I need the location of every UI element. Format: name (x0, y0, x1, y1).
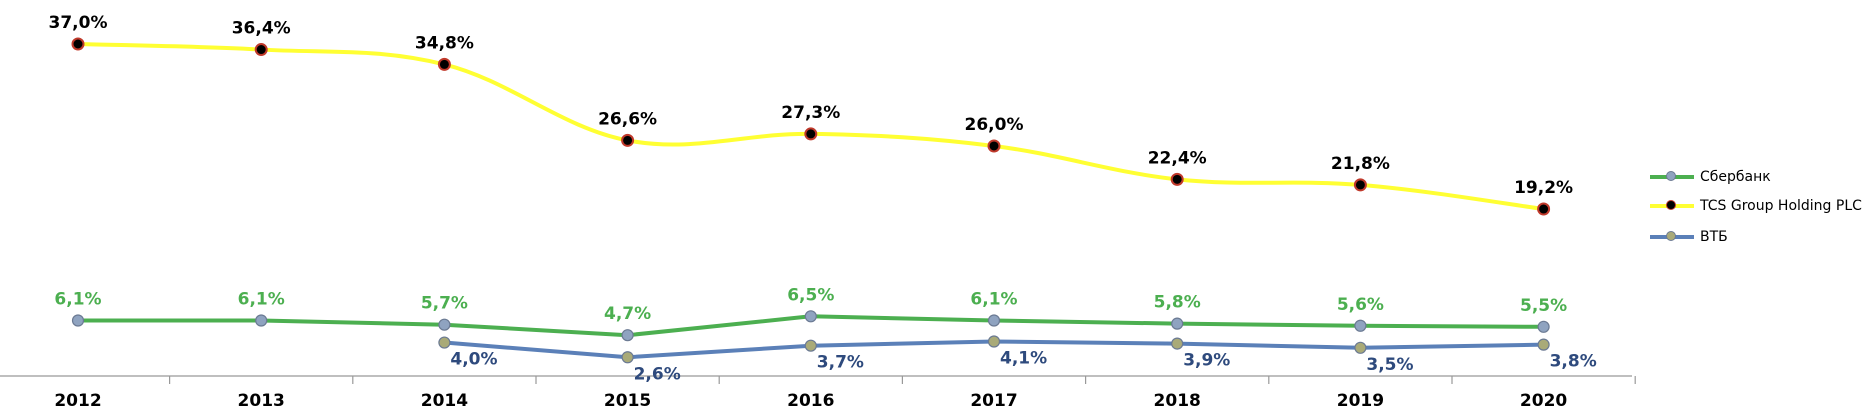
x-tick-label: 2017 (970, 391, 1017, 411)
data-point (1537, 338, 1550, 351)
data-point (1354, 341, 1367, 354)
data-label: 6,1% (238, 290, 285, 310)
data-point (621, 329, 634, 342)
x-tick-label: 2014 (421, 391, 468, 411)
data-label: 21,8% (1331, 154, 1390, 174)
data-point (437, 57, 451, 71)
data-label: 4,0% (450, 350, 497, 370)
data-point (438, 318, 451, 331)
data-label: 6,1% (970, 290, 1017, 310)
data-point (804, 127, 818, 141)
data-point (255, 314, 268, 327)
legend-swatch (1650, 226, 1694, 248)
data-point (1354, 319, 1367, 332)
data-point (254, 43, 268, 57)
data-point (1537, 320, 1550, 333)
data-point (804, 310, 817, 323)
x-tick-label: 2013 (238, 391, 285, 411)
data-label: 27,3% (781, 103, 840, 123)
data-label: 2,6% (634, 364, 681, 384)
data-label: 6,1% (54, 290, 101, 310)
data-label: 5,8% (1154, 293, 1201, 313)
line-chart: 2012 2013 2014 2015 2016 2017 2018 2019 2020 6,1%… (0, 13, 1636, 411)
data-label: 5,6% (1337, 295, 1384, 315)
data-point (71, 37, 85, 51)
data-label: 3,8% (1550, 352, 1597, 372)
data-label: 3,5% (1366, 355, 1413, 375)
data-point (804, 339, 817, 352)
data-point (1537, 202, 1551, 216)
data-point (987, 139, 1001, 153)
legend-item: ВТБ (1650, 226, 1728, 248)
legend-label: TCS Group Holding PLC (1700, 198, 1862, 214)
data-point (621, 133, 635, 147)
data-point (1171, 317, 1184, 330)
x-tick-label: 2015 (604, 391, 651, 411)
data-point (1353, 178, 1367, 192)
data-point (987, 314, 1001, 327)
data-label: 5,5% (1520, 296, 1567, 316)
legend-item: Сбербанк (1650, 166, 1771, 188)
data-point (1171, 337, 1184, 350)
data-point (987, 335, 1001, 348)
data-label: 26,6% (598, 109, 657, 129)
data-label: 36,4% (232, 19, 291, 39)
legend-swatch (1650, 166, 1694, 188)
data-point (621, 351, 634, 364)
legend-label: Сбербанк (1700, 169, 1771, 185)
x-tick-label: 2016 (787, 391, 834, 411)
data-label: 19,2% (1514, 178, 1573, 198)
data-label: 5,7% (421, 294, 468, 314)
data-label: 34,8% (415, 33, 474, 53)
legend-swatch (1650, 195, 1694, 217)
x-tick-label: 2018 (1154, 391, 1201, 411)
data-label: 37,0% (49, 13, 108, 33)
legend-label: ВТБ (1700, 229, 1728, 245)
legend-item: TCS Group Holding PLC (1650, 195, 1862, 217)
data-label: 26,0% (965, 115, 1024, 135)
data-label: 22,4% (1148, 148, 1207, 168)
data-label: 3,9% (1183, 351, 1230, 371)
series-line-1 (77, 42, 1544, 211)
data-label: 4,1% (1000, 349, 1047, 369)
data-label: 3,7% (817, 353, 864, 373)
data-label: 4,7% (604, 304, 651, 324)
data-point (438, 336, 451, 349)
x-tick-label: 2020 (1520, 391, 1567, 411)
x-tick-label: 2012 (54, 391, 101, 411)
data-label: 6,5% (787, 285, 834, 305)
data-point (71, 314, 85, 327)
data-point (1170, 172, 1184, 186)
x-tick-label: 2019 (1337, 391, 1384, 411)
